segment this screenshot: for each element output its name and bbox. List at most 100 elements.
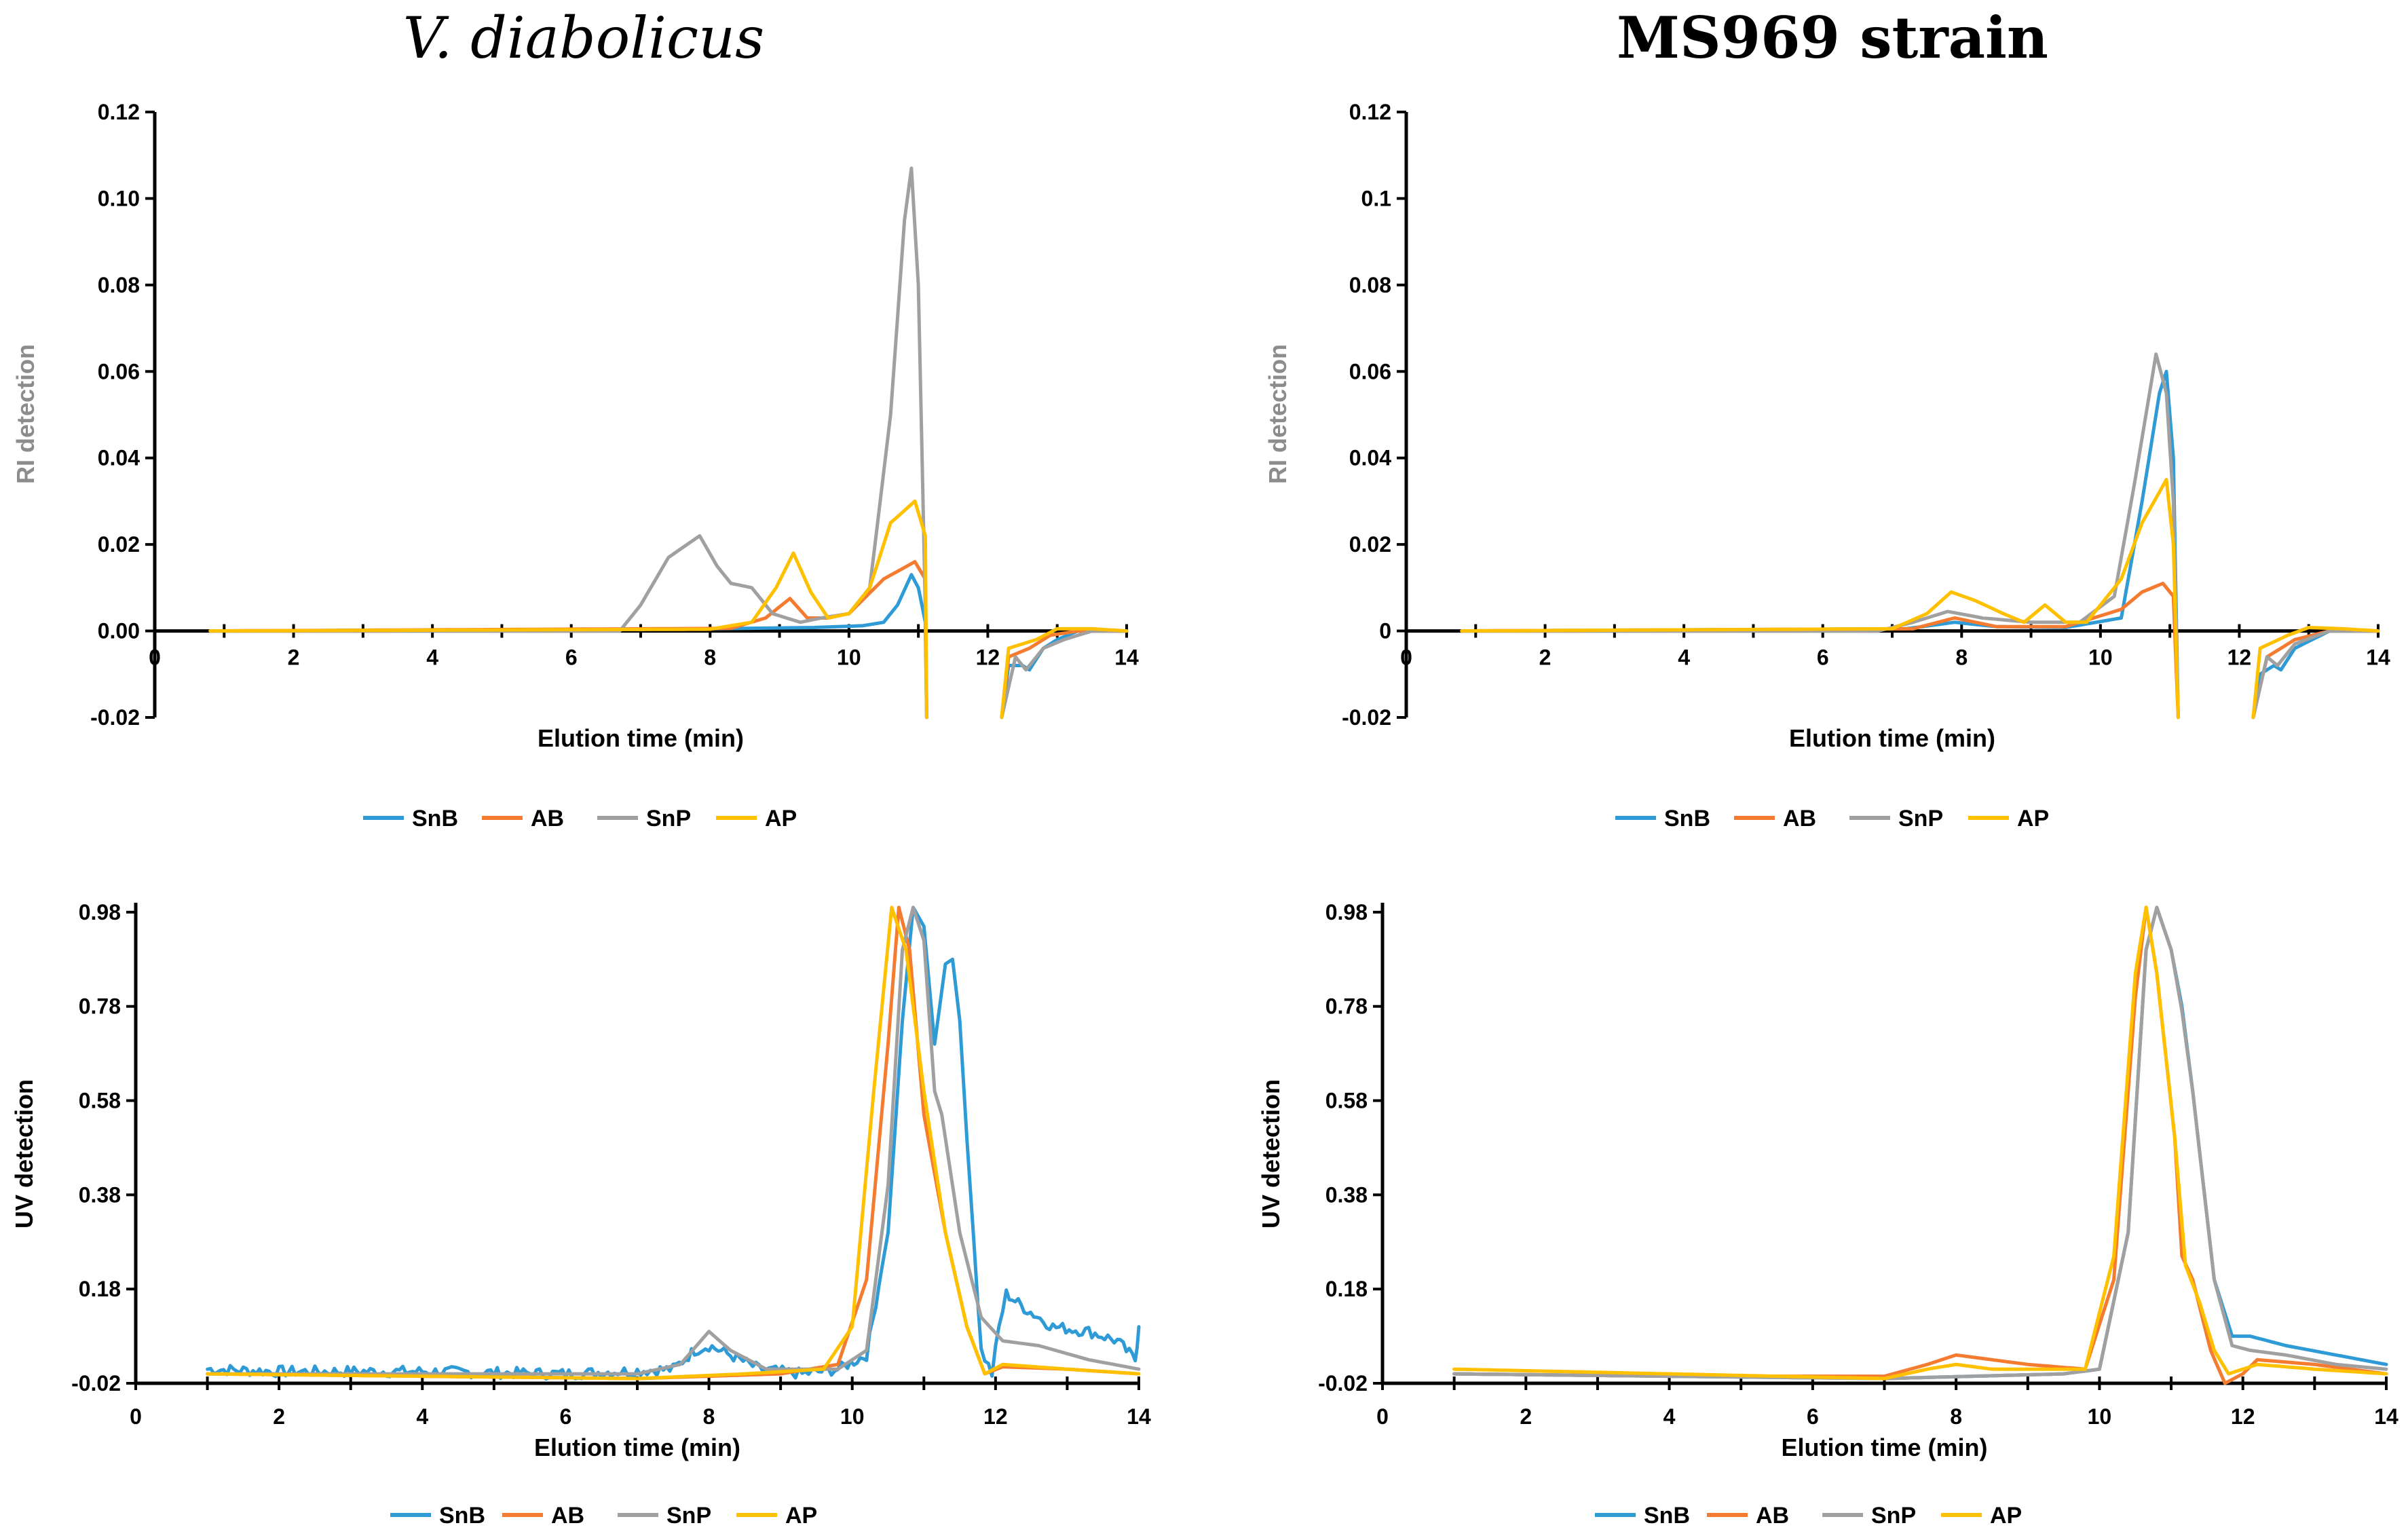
legend-label-snb: SnB [1664,806,1710,831]
y-tick-label: 0.58 [1325,1089,1368,1113]
x-tick-label: 0 [149,645,161,670]
x-tick-label: 4 [1663,1404,1676,1429]
y-axis-label: UV detection [1257,1079,1285,1229]
legend-label-snb: SnB [412,806,458,831]
legend-label-ab: AB [531,806,564,831]
x-tick-label: 8 [1955,645,1968,670]
y-tick-label: 0.10 [98,186,140,210]
x-tick-label: 2 [1520,1404,1532,1429]
series-line-ab [208,560,928,719]
y-tick-label: 0.04 [98,446,140,470]
x-tick-label: 2 [1539,645,1551,670]
x-tick-label: 10 [2088,645,2113,670]
x-tick-label: 10 [837,645,861,670]
x-tick-label: 10 [2088,1404,2112,1429]
x-tick-label: 2 [273,1404,285,1429]
legend-label-snp: SnP [1871,1503,1916,1529]
y-tick-label: 0.04 [1349,446,1391,470]
x-axis-label: Elution time (min) [534,1434,740,1461]
x-tick-label: 12 [983,1404,1008,1429]
legend-label-ap: AP [765,806,797,831]
x-tick-label: 14 [2374,1404,2398,1429]
y-tick-label: 0.78 [1325,994,1368,1019]
y-axis-label: UV detection [10,1079,38,1229]
series-line-snb [1452,905,2388,1381]
x-tick-label: 14 [1127,1404,1151,1429]
chart-ri-ms969: -0.02 0 0.02 0.04 0.06 0.08 0.1 0.12 0 2 4 6 8 10 12 14… [1264,100,2390,831]
y-tick-label: 0.12 [98,100,140,124]
series-line-snb [206,905,1141,1381]
x-tick-label: 8 [703,1404,715,1429]
legend-label-ab: AB [1756,1503,1789,1529]
y-tick-label: 0 [1379,619,1391,643]
y-tick-label: 0.02 [1349,532,1391,557]
y-tick-label: -0.02 [1318,1371,1368,1395]
x-tick-label: 12 [2231,1404,2255,1429]
y-tick-label: 0.02 [98,532,140,557]
x-axis-label: Elution time (min) [1782,1434,1988,1461]
y-tick-label: 0.12 [1349,100,1391,124]
x-axis-label: Elution time (min) [1789,724,1995,752]
y-tick-label: 0.08 [1349,273,1391,297]
x-tick-label: 6 [1817,645,1829,670]
x-tick-label: 10 [840,1404,865,1429]
y-tick-label: 0.06 [98,359,140,383]
x-tick-label: 12 [2227,645,2252,670]
title-left: V. diabolicus [403,5,764,71]
x-tick-label: 4 [426,645,438,670]
chart-uv-ms969: -0.02 0.18 0.38 0.58 0.78 0.98 0 2 4 6 8 10 12 14 Elut… [1257,900,2398,1529]
y-tick-label: 0.98 [79,900,121,924]
legend-label-snp: SnP [666,1503,711,1529]
x-tick-label: 14 [1114,645,1139,670]
y-tick-label: 0.06 [1349,359,1391,383]
x-tick-label: 0 [1400,645,1412,670]
chart-uv-vdiabolicus: -0.02 0.18 0.38 0.58 0.78 0.98 0 2 4 6 8 10 12 14 Elut… [10,900,1151,1529]
legend-label-snb: SnB [439,1503,485,1529]
legend-label-snb: SnB [1644,1503,1690,1529]
series-line-ab [206,905,1141,1381]
x-tick-label: 14 [2366,645,2390,670]
x-tick-label: 8 [1950,1404,1962,1429]
legend-label-snp: SnP [1898,806,1943,831]
legend-label-snp: SnP [646,806,691,831]
series-line-ab [1452,905,2388,1385]
x-tick-label: 4 [416,1404,428,1429]
y-axis-label: RI detection [12,344,39,484]
legend-label-ab: AB [1783,806,1816,831]
title-right: MS969 strain [1617,4,2048,71]
series-line-ap [2251,626,2380,719]
y-tick-label: -0.02 [90,705,140,730]
y-tick-label: 0.38 [79,1182,121,1207]
y-tick-label: 0.38 [1325,1182,1368,1207]
series-line-ap [1452,905,2388,1381]
x-tick-label: 4 [1678,645,1690,670]
y-tick-label: -0.02 [71,1371,121,1395]
x-tick-label: 2 [288,645,300,670]
x-tick-label: 8 [704,645,716,670]
legend-label-ap: AP [785,1503,817,1529]
chart-ri-vdiabolicus: -0.02 0.00 0.02 0.04 0.06 0.08 0.10 0.12 0 2 4 6 8 10… [12,100,1139,831]
legend-label-ab: AB [551,1503,584,1529]
series-line-snp [208,166,928,719]
series-line-ap [1460,478,2180,719]
y-tick-label: 0.1 [1361,186,1391,210]
x-tick-label: 0 [1376,1404,1389,1429]
x-tick-label: 12 [976,645,1000,670]
y-tick-label: -0.02 [1342,705,1391,730]
series-line-snp [206,905,1141,1376]
series-line-ap [206,905,1141,1381]
y-tick-label: 0.78 [79,994,121,1019]
y-tick-label: 0.08 [98,273,140,297]
legend-label-ap: AP [2017,806,2049,831]
y-tick-label: 0.00 [98,619,140,643]
series-line-snp [1452,905,2388,1381]
y-tick-label: 0.98 [1325,900,1368,924]
x-tick-label: 6 [565,645,578,670]
x-tick-label: 0 [130,1404,142,1429]
series-line-ap [1000,626,1129,719]
x-axis-label: Elution time (min) [538,724,744,752]
series-line-ap [208,499,928,719]
y-tick-label: 0.18 [1325,1277,1368,1301]
y-tick-label: 0.18 [79,1277,121,1301]
